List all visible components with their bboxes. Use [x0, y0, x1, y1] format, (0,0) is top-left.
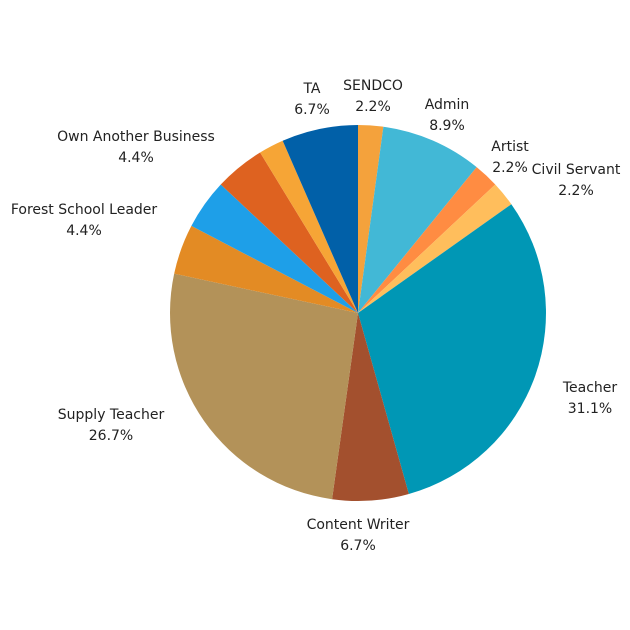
- slice-value-civil-servant: 2.2%: [558, 183, 594, 199]
- slice-name-ta: TA: [302, 81, 320, 97]
- slice-name-teacher: Teacher: [562, 380, 618, 396]
- slice-civil-servant: [358, 184, 512, 313]
- slice-name-admin: Admin: [425, 97, 470, 113]
- slice-value-artist: 2.2%: [492, 160, 528, 176]
- slice-label-artist: Artist 2.2%: [491, 139, 529, 176]
- slice-name-civil-servant: Civil Servant: [532, 162, 621, 178]
- slice-name-content-writer: Content Writer: [307, 517, 410, 533]
- slice-forest-school-leader: [191, 184, 358, 313]
- slice-name-own-another-business: Own Another Business: [57, 129, 215, 145]
- slice-value-forest-school-leader: 4.4%: [66, 223, 102, 239]
- slice-teacher: [358, 204, 546, 494]
- slice-value-own-another-business: 4.4%: [118, 150, 154, 166]
- slice-value-sendco: 2.2%: [355, 99, 391, 115]
- slice-unlabeled-10: [260, 140, 358, 313]
- slice-value-supply-teacher: 26.7%: [89, 428, 133, 444]
- slice-label-sendco: SENDCO 2.2%: [343, 78, 403, 115]
- slice-name-forest-school-leader: Forest School Leader: [11, 202, 158, 218]
- pie-labels: SENDCO 2.2% Admin 8.9%Artist 2.2% Civil Serva…: [11, 78, 621, 554]
- slice-label-ta: TA 6.7%: [294, 81, 330, 118]
- slice-artist: [358, 167, 496, 313]
- slice-name-supply-teacher: Supply Teacher: [58, 407, 165, 423]
- slice-supply-teacher: [170, 273, 358, 500]
- slice-value-ta: 6.7%: [294, 102, 330, 118]
- slice-name-sendco: SENDCO: [343, 78, 403, 94]
- slice-label-civil-servant: Civil Servant 2.2%: [532, 162, 621, 199]
- slice-label-content-writer: Content Writer 6.7%: [307, 517, 410, 554]
- slice-unlabeled-7: [174, 225, 358, 313]
- slice-content-writer: [332, 313, 409, 501]
- slice-label-teacher: Teacher 31.1%: [562, 380, 618, 417]
- slice-label-forest-school-leader: Forest School Leader 4.4%: [11, 202, 158, 239]
- slice-name-artist: Artist: [491, 139, 529, 155]
- slice-admin: [358, 126, 477, 313]
- slice-value-content-writer: 6.7%: [340, 538, 376, 554]
- slice-value-teacher: 31.1%: [568, 401, 612, 417]
- slice-own-another-business: [220, 152, 358, 313]
- slice-value-admin: 8.9%: [429, 118, 465, 134]
- slice-label-own-another-business: Own Another Business 4.4%: [57, 129, 215, 166]
- slice-ta: [282, 125, 358, 313]
- slice-label-supply-teacher: Supply Teacher 26.7%: [58, 407, 165, 444]
- slice-sendco: [358, 125, 384, 313]
- pie-slices: [170, 125, 546, 501]
- slice-label-admin: Admin 8.9%: [425, 97, 470, 134]
